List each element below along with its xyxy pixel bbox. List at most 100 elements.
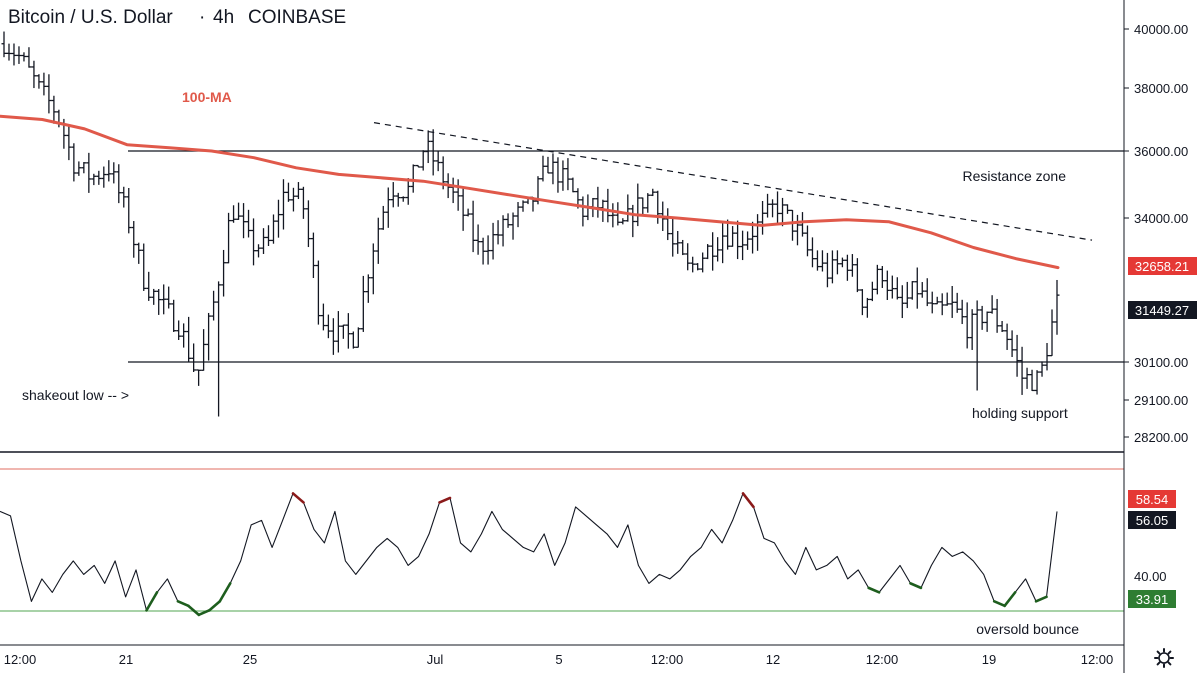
ohlc-bar	[216, 281, 222, 417]
time-axis[interactable]: 12:00 21 25 Jul 5 12:00 12 12:00 19 12:00	[4, 652, 1114, 667]
header: Bitcoin / U.S. Dollar · 4h COINBASE	[8, 7, 346, 28]
rsi-ob-segment	[291, 492, 305, 504]
ohlc-bar	[410, 164, 416, 193]
ohlc-bar	[555, 157, 561, 193]
ohlc-bar	[315, 260, 321, 325]
ohlc-bar	[1044, 343, 1050, 371]
time-tick-label: 12:00	[866, 652, 899, 667]
ohlc-bar	[246, 209, 252, 238]
ohlc-bar	[395, 192, 401, 207]
ohlc-bar	[640, 197, 646, 215]
rsi-pane[interactable]: oversold bounce 58.54 56.05 40.00 33.91	[0, 468, 1176, 637]
ohlc-bar	[191, 343, 197, 373]
rsi-ob-text: 58.54	[1136, 492, 1169, 507]
ohlc-bar	[974, 300, 980, 391]
price-pane[interactable]: 40000.00 38000.00 36000.00 34000.00 30100.00…	[0, 22, 1197, 445]
ohlc-bar	[730, 226, 736, 247]
ohlc-bar	[785, 204, 791, 214]
ohlc-bar	[570, 177, 576, 193]
price-value-text: 31449.27	[1135, 303, 1189, 318]
ohlc-bar	[874, 264, 880, 295]
ohlc-bar	[106, 160, 112, 182]
ohlc-bar	[495, 220, 501, 245]
ohlc-bar	[475, 224, 481, 255]
ohlc-bar	[295, 182, 301, 200]
ohlc-bar	[999, 320, 1005, 333]
time-tick-label: 5	[555, 652, 562, 667]
ohlc-bar	[181, 323, 187, 348]
ohlc-bar	[665, 208, 671, 241]
price-tick-label: 40000.00	[1134, 22, 1188, 37]
ohlc-bar	[350, 331, 356, 349]
ohlc-bar	[156, 289, 162, 315]
ohlc-bar	[176, 320, 182, 341]
shakeout-label: shakeout low -- >	[22, 387, 129, 403]
ohlc-bar	[275, 199, 281, 238]
ohlc-bar	[844, 254, 850, 281]
rsi-os-segment	[197, 609, 211, 617]
ohlc-bar	[405, 178, 411, 205]
ohlc-bar	[505, 213, 511, 228]
exchange-label[interactable]: COINBASE	[248, 7, 346, 28]
settings-gear-icon[interactable]	[1154, 648, 1174, 668]
ohlc-bar	[265, 225, 271, 246]
ohlc-bar	[71, 143, 77, 182]
rsi-os-text: 33.91	[1136, 592, 1169, 607]
ohlc-bar	[909, 281, 915, 300]
price-tick-label: 38000.00	[1134, 81, 1188, 96]
rsi-os-badge	[1128, 590, 1176, 608]
ohlc-bar	[81, 162, 87, 174]
ohlc-bar	[829, 250, 835, 284]
ohlc-bar	[470, 200, 476, 253]
ohlc-bar	[330, 318, 336, 355]
ohlc-bar	[655, 190, 661, 224]
ohlc-bar	[700, 252, 706, 273]
ohlc-bar	[51, 95, 57, 124]
support-label: holding support	[972, 405, 1068, 421]
price-tick-label: 28200.00	[1134, 430, 1188, 445]
ohlc-bar	[685, 243, 691, 271]
ohlc-bar	[675, 230, 681, 254]
ohlc-bar	[1029, 369, 1035, 392]
ohlc-bar	[11, 43, 17, 66]
ohlc-bar	[1019, 346, 1025, 395]
ohlc-bar	[1034, 370, 1040, 395]
ohlc-bar	[21, 52, 27, 62]
symbol-title[interactable]: Bitcoin / U.S. Dollar	[8, 7, 173, 28]
ohlc-bar	[745, 231, 751, 250]
ohlc-bar	[854, 258, 860, 293]
ohlc-bar	[849, 254, 855, 277]
ohlc-bar	[834, 250, 840, 275]
ohlc-bar	[151, 288, 157, 305]
ohlc-bar	[430, 129, 436, 176]
ohlc-bar	[186, 316, 192, 363]
ohlc-bar	[680, 239, 686, 256]
ohlc-bar	[201, 329, 207, 371]
interval-label[interactable]: 4h	[213, 7, 234, 28]
time-tick-label: 25	[243, 652, 257, 667]
rsi-os-segment	[909, 582, 923, 590]
ohlc-bar	[226, 212, 232, 264]
ohlc-bar	[790, 209, 796, 241]
ohlc-bar	[280, 179, 286, 230]
rsi-os-segment	[867, 586, 881, 594]
rsi-ob-badge	[1128, 490, 1176, 508]
rsi-overbought-segments	[291, 492, 755, 509]
ohlc-bar	[415, 164, 421, 168]
ohlc-bar	[645, 193, 651, 213]
rsi-os-segment	[218, 582, 232, 603]
ohlc-bar	[545, 156, 551, 174]
ohlc-bar	[1054, 279, 1060, 335]
ohlc-bar	[455, 179, 461, 211]
ma-label: 100-MA	[182, 89, 232, 105]
ohlc-bar	[580, 196, 586, 227]
ohlc-bar	[41, 72, 47, 96]
ohlc-bar	[565, 158, 571, 191]
ohlc-bar	[755, 214, 761, 251]
ohlc-bar	[635, 183, 641, 227]
ohlc-bar	[16, 46, 22, 64]
ohlc-bar	[161, 284, 167, 315]
ohlc-bar	[121, 186, 127, 208]
price-axis[interactable]: 40000.00 38000.00 36000.00 34000.00 30100.00…	[1124, 22, 1188, 445]
